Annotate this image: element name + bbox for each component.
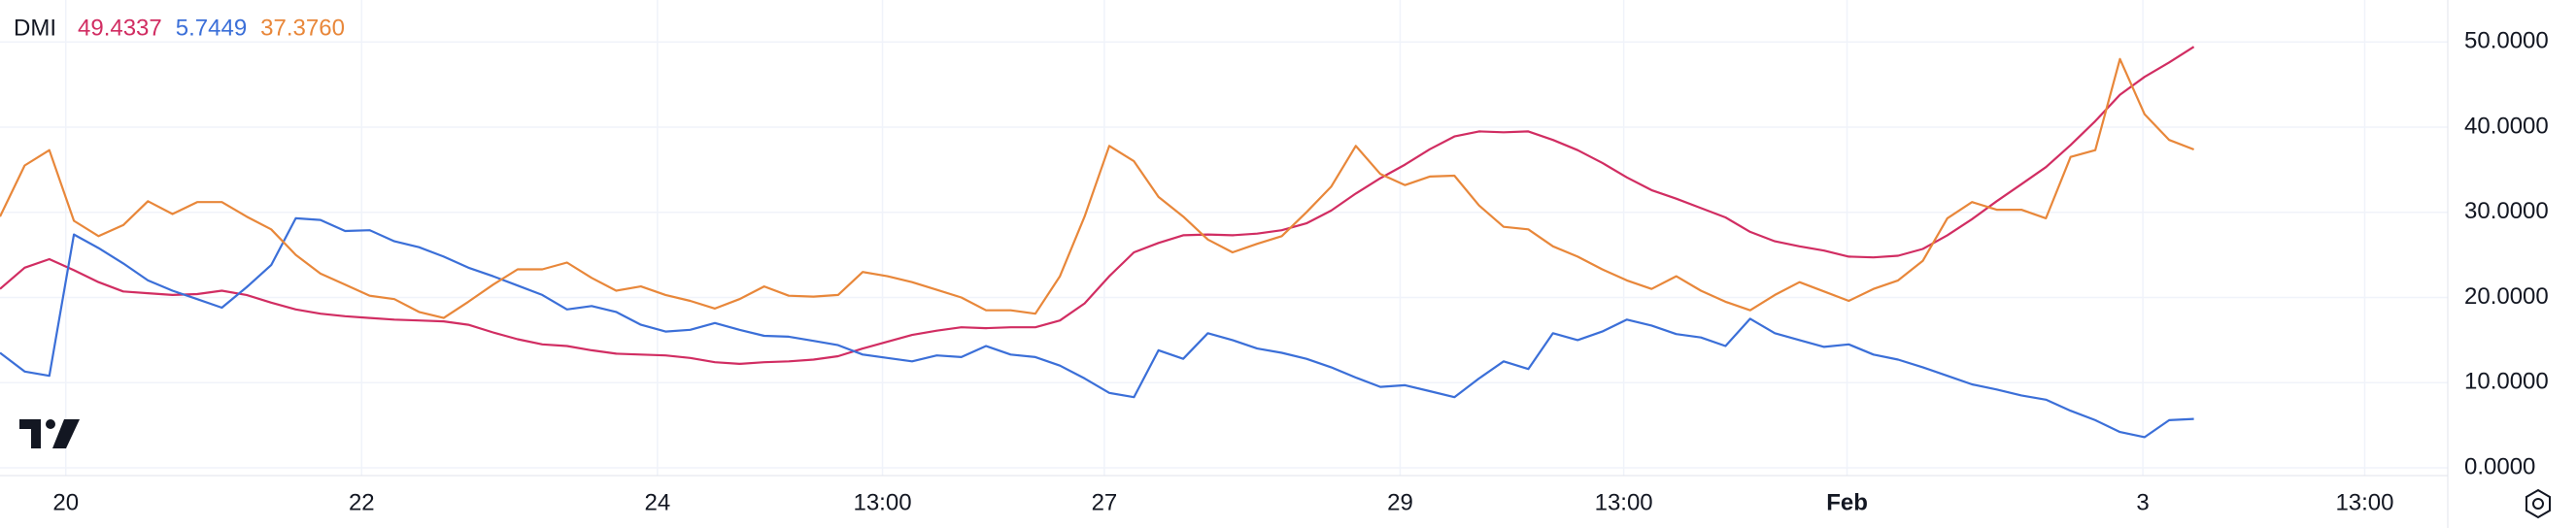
y-tick-label: 50.0000 [2464,28,2549,54]
legend-value: 5.7449 [176,15,247,41]
x-tick-label: 3 [2136,489,2149,515]
series-line [0,57,2194,319]
x-tick-label: 27 [1092,489,1118,515]
legend-value: 37.3760 [260,15,345,41]
legend: 49.4337 5.7449 37.3760 [78,15,345,41]
y-tick-label: 10.0000 [2464,369,2549,395]
logo [19,419,80,448]
x-tick-label: 29 [1387,489,1413,515]
grid [0,0,2448,476]
y-tick-label: 0.0000 [2464,453,2535,479]
x-tick-label: 13:00 [2335,489,2393,515]
x-tick-label: 13:00 [1595,489,1653,515]
legend-value: 49.4337 [78,15,162,41]
x-tick-label: 24 [644,489,670,515]
y-tick-label: 30.0000 [2464,198,2549,224]
x-tick-label: 13:00 [853,489,911,515]
legend-title: DMI [14,15,56,41]
settings-icon[interactable] [2525,488,2551,519]
series-line [0,46,2195,365]
series-line [0,216,2194,439]
lines [0,46,2195,439]
y-tick-label: 40.0000 [2464,113,2549,139]
x-tick-label: Feb [1826,489,1868,515]
y-tick-label: 20.0000 [2464,283,2549,310]
x-tick-label: 20 [52,489,79,515]
x-tick-label: 22 [349,489,375,515]
